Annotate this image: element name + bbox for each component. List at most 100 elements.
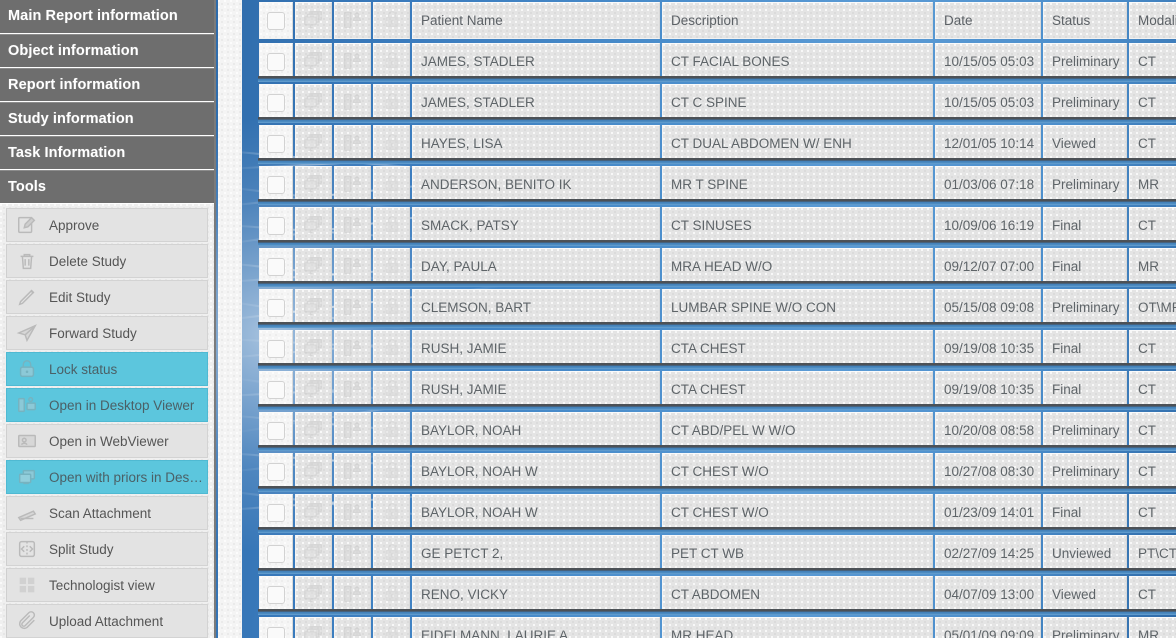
padlock-icon[interactable] (373, 84, 410, 121)
stacked-monitors-icon[interactable] (295, 412, 332, 449)
study-worklist-grid[interactable]: Patient NameDescriptionDateStatusModalit… (258, 0, 1176, 638)
tool-item-edit-study[interactable]: Edit Study (6, 280, 208, 314)
padlock-icon[interactable] (373, 494, 410, 531)
cell-description: CTA CHEST (662, 330, 933, 367)
stacked-monitors-icon[interactable] (295, 125, 332, 162)
stacked-monitors-icon[interactable] (295, 330, 332, 367)
stacked-monitors-icon (295, 2, 332, 39)
cell-status: Viewed (1043, 125, 1127, 162)
server-person-icon[interactable] (334, 412, 371, 449)
row-select-checkbox[interactable] (259, 535, 293, 572)
stacked-monitors-icon[interactable] (295, 248, 332, 285)
server-person-icon[interactable] (334, 494, 371, 531)
row-select-checkbox[interactable] (259, 166, 293, 203)
row-select-checkbox[interactable] (259, 289, 293, 326)
stacked-monitors-icon[interactable] (295, 494, 332, 531)
row-select-checkbox[interactable] (259, 248, 293, 285)
stacked-monitors-icon[interactable] (295, 576, 332, 613)
row-select-checkbox[interactable] (259, 330, 293, 367)
padlock-icon[interactable] (373, 412, 410, 449)
tool-item-split-study[interactable]: Split Study (6, 532, 208, 566)
stacked-monitors-icon[interactable] (295, 43, 332, 80)
row-select-checkbox[interactable] (259, 494, 293, 531)
sidebar-section-main-report-information[interactable]: Main Report information (0, 0, 214, 34)
row-select-checkbox[interactable] (259, 125, 293, 162)
sidebar-section-report-information[interactable]: Report information (0, 68, 214, 102)
column-header-status[interactable]: Status (1043, 2, 1127, 39)
stacked-monitors-icon[interactable] (295, 207, 332, 244)
server-person-icon[interactable] (334, 453, 371, 490)
row-select-checkbox[interactable] (259, 207, 293, 244)
tool-item-lock-status[interactable]: Lock status (6, 352, 208, 386)
tool-item-forward-study[interactable]: Forward Study (6, 316, 208, 350)
row-select-checkbox[interactable] (259, 371, 293, 408)
tool-item-technologist-view[interactable]: Technologist view (6, 568, 208, 602)
server-person-icon[interactable] (334, 43, 371, 80)
table-row[interactable]: EIDELMANN, LAURIE A MR HEAD 05/01/09 09:09… (258, 615, 1176, 638)
column-header-date[interactable]: Date (935, 2, 1041, 39)
tool-item-upload-attachment[interactable]: Upload Attachment (6, 604, 208, 638)
padlock-icon[interactable] (373, 330, 410, 367)
cell-patient-name: RUSH, JAMIE (412, 330, 660, 367)
server-person-icon[interactable] (334, 576, 371, 613)
server-person-icon[interactable] (334, 207, 371, 244)
server-person-icon[interactable] (334, 84, 371, 121)
padlock-icon[interactable] (373, 576, 410, 613)
server-person-icon[interactable] (334, 617, 371, 638)
tool-item-approve[interactable]: Approve (6, 208, 208, 242)
server-person-icon[interactable] (334, 125, 371, 162)
cell-modality: MR (1129, 248, 1176, 285)
column-header-modality[interactable]: Modality (1129, 2, 1176, 39)
worklist-application: Main Report information Object informatio… (0, 0, 1176, 638)
row-select-checkbox[interactable] (259, 576, 293, 613)
row-select-checkbox[interactable] (259, 43, 293, 80)
row-select-checkbox[interactable] (259, 84, 293, 121)
cell-description: MR T SPINE (662, 166, 933, 203)
row-select-checkbox[interactable] (259, 412, 293, 449)
padlock-icon[interactable] (373, 125, 410, 162)
sidebar-section-study-information[interactable]: Study information (0, 102, 214, 136)
sidebar-section-object-information[interactable]: Object information (0, 34, 214, 68)
server-person-icon[interactable] (334, 248, 371, 285)
column-header-patient-name[interactable]: Patient Name (412, 2, 660, 39)
stacked-monitors-icon[interactable] (295, 289, 332, 326)
padlock-icon[interactable] (373, 166, 410, 203)
cell-description: CT C SPINE (662, 84, 933, 121)
padlock-icon[interactable] (373, 453, 410, 490)
server-person-icon[interactable] (334, 330, 371, 367)
tool-item-open-in-webviewer[interactable]: Open in WebViewer (6, 424, 208, 458)
select-all-checkbox[interactable] (259, 2, 293, 39)
tool-item-scan-attachment[interactable]: Scan Attachment (6, 496, 208, 530)
cell-patient-name: CLEMSON, BART (412, 289, 660, 326)
cell-patient-name: BAYLOR, NOAH W (412, 494, 660, 531)
padlock-icon[interactable] (373, 248, 410, 285)
stacked-monitors-icon[interactable] (295, 166, 332, 203)
tool-item-open-in-desktop-viewer[interactable]: Open in Desktop Viewer (6, 388, 208, 422)
padlock-icon[interactable] (373, 535, 410, 572)
server-person-icon[interactable] (334, 371, 371, 408)
padlock-icon[interactable] (373, 289, 410, 326)
stacked-monitors-icon[interactable] (295, 371, 332, 408)
padlock-icon[interactable] (373, 617, 410, 638)
tool-item-delete-study[interactable]: Delete Study (6, 244, 208, 278)
split-study-icon (7, 533, 47, 565)
server-person-icon[interactable] (334, 289, 371, 326)
padlock-icon[interactable] (373, 371, 410, 408)
tools-list: Approve Delete Study Edit Study Forward Stu… (0, 204, 214, 638)
stacked-monitors-icon[interactable] (295, 453, 332, 490)
padlock-icon[interactable] (373, 43, 410, 80)
stacked-monitors-icon[interactable] (295, 535, 332, 572)
sidebar-section-tools[interactable]: Tools (0, 170, 214, 204)
tool-item-open-with-priors-in-desk[interactable]: Open with priors in Desk… (6, 460, 208, 494)
column-header-description[interactable]: Description (662, 2, 933, 39)
sidebar-section-task-information[interactable]: Task Information (0, 136, 214, 170)
server-person-icon[interactable] (334, 166, 371, 203)
stacked-monitors-icon[interactable] (295, 617, 332, 638)
padlock-icon[interactable] (373, 207, 410, 244)
row-select-checkbox[interactable] (259, 617, 293, 638)
left-gutter (218, 0, 242, 638)
approve-edit-icon (7, 209, 47, 241)
stacked-monitors-icon[interactable] (295, 84, 332, 121)
server-person-icon[interactable] (334, 535, 371, 572)
row-select-checkbox[interactable] (259, 453, 293, 490)
